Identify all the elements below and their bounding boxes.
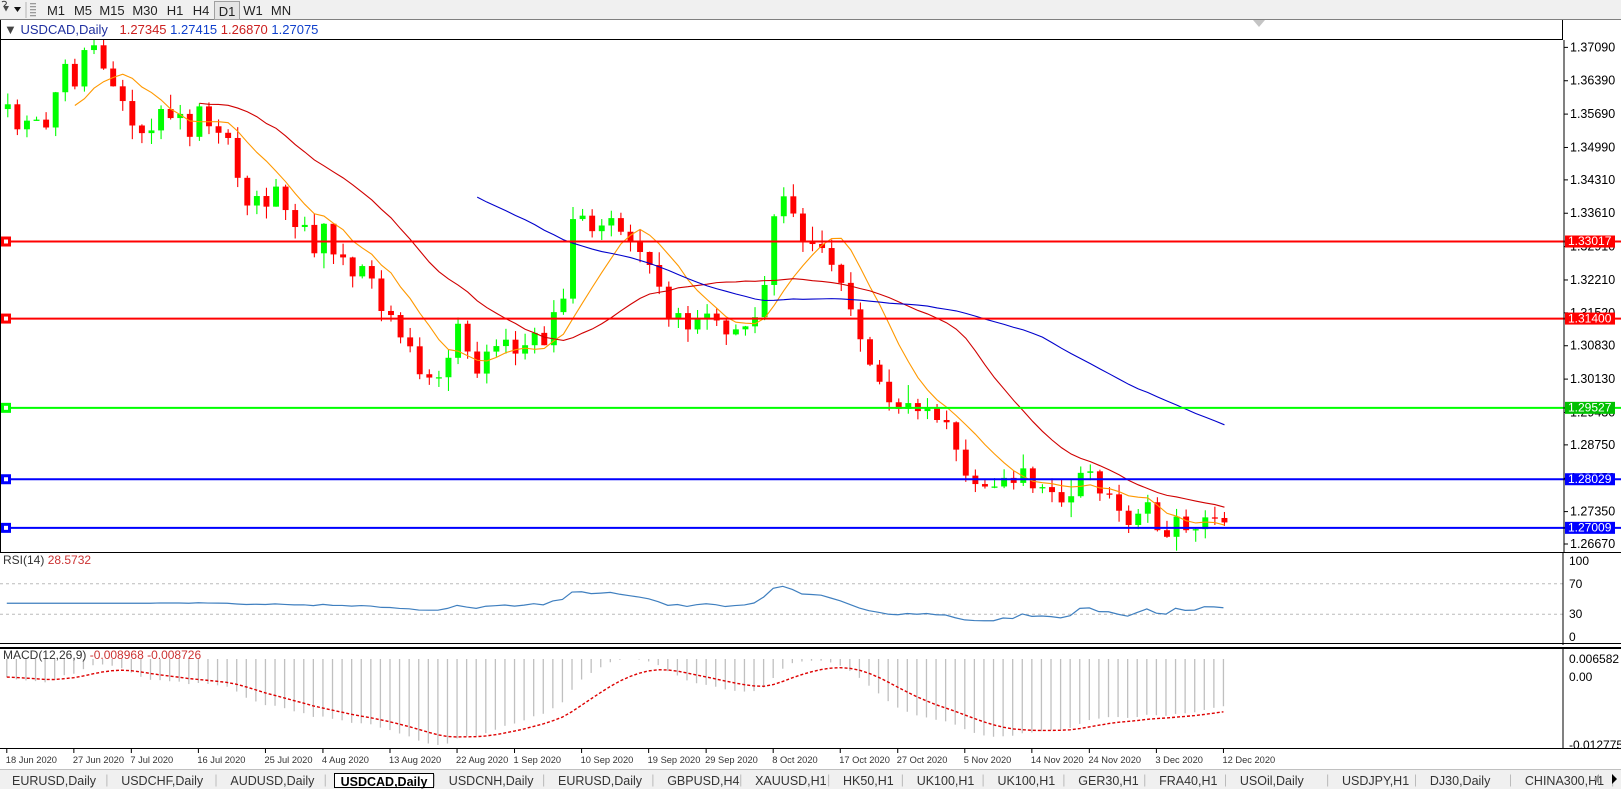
svg-text:1.28029: 1.28029 [1568,472,1612,486]
svg-text:10 Sep 2020: 10 Sep 2020 [581,755,634,765]
svg-text:1.28750: 1.28750 [1570,438,1615,452]
svg-text:1.29527: 1.29527 [1568,401,1612,415]
svg-text:24 Nov 2020: 24 Nov 2020 [1088,755,1141,765]
svg-text:25 Jul 2020: 25 Jul 2020 [264,755,312,765]
svg-text:1.35690: 1.35690 [1570,107,1615,121]
svg-text:27 Oct 2020: 27 Oct 2020 [897,755,948,765]
svg-text:16 Jul 2020: 16 Jul 2020 [197,755,245,765]
svg-text:0.006582: 0.006582 [1569,652,1619,666]
svg-text:100: 100 [1569,554,1589,568]
svg-text:1.36390: 1.36390 [1570,74,1615,88]
svg-text:17 Oct 2020: 17 Oct 2020 [839,755,890,765]
svg-text:1.30130: 1.30130 [1570,372,1615,386]
svg-text:12 Dec 2020: 12 Dec 2020 [1222,755,1275,765]
svg-text:5 Nov 2020: 5 Nov 2020 [964,755,1012,765]
svg-text:8 Oct 2020: 8 Oct 2020 [772,755,817,765]
svg-text:1.26670: 1.26670 [1570,537,1615,551]
svg-text:1 Sep 2020: 1 Sep 2020 [514,755,562,765]
svg-text:19 Sep 2020: 19 Sep 2020 [648,755,701,765]
svg-text:1.33017: 1.33017 [1568,234,1612,248]
svg-text:29 Sep 2020: 29 Sep 2020 [705,755,758,765]
svg-text:0: 0 [1569,630,1576,644]
svg-text:1.31400: 1.31400 [1568,311,1612,325]
svg-text:1.37090: 1.37090 [1570,40,1615,54]
svg-text:1.34990: 1.34990 [1570,140,1615,154]
svg-text:1.34310: 1.34310 [1570,173,1615,187]
svg-text:3 Dec 2020: 3 Dec 2020 [1155,755,1203,765]
svg-text:1.32210: 1.32210 [1570,273,1615,287]
svg-text:14 Nov 2020: 14 Nov 2020 [1031,755,1084,765]
svg-text:70: 70 [1569,577,1583,591]
svg-text:1.27350: 1.27350 [1570,505,1615,519]
svg-text:30: 30 [1569,607,1583,621]
svg-text:18 Jun 2020: 18 Jun 2020 [6,755,57,765]
svg-text:13 Aug 2020: 13 Aug 2020 [389,755,441,765]
svg-text:0.00: 0.00 [1569,670,1593,684]
svg-text:4 Aug 2020: 4 Aug 2020 [322,755,369,765]
svg-text:1.30830: 1.30830 [1570,339,1615,353]
svg-text:7 Jul 2020: 7 Jul 2020 [130,755,173,765]
svg-text:1.33610: 1.33610 [1570,206,1615,220]
svg-text:22 Aug 2020: 22 Aug 2020 [456,755,508,765]
svg-text:1.27009: 1.27009 [1568,521,1612,535]
svg-text:27 Jun 2020: 27 Jun 2020 [73,755,124,765]
